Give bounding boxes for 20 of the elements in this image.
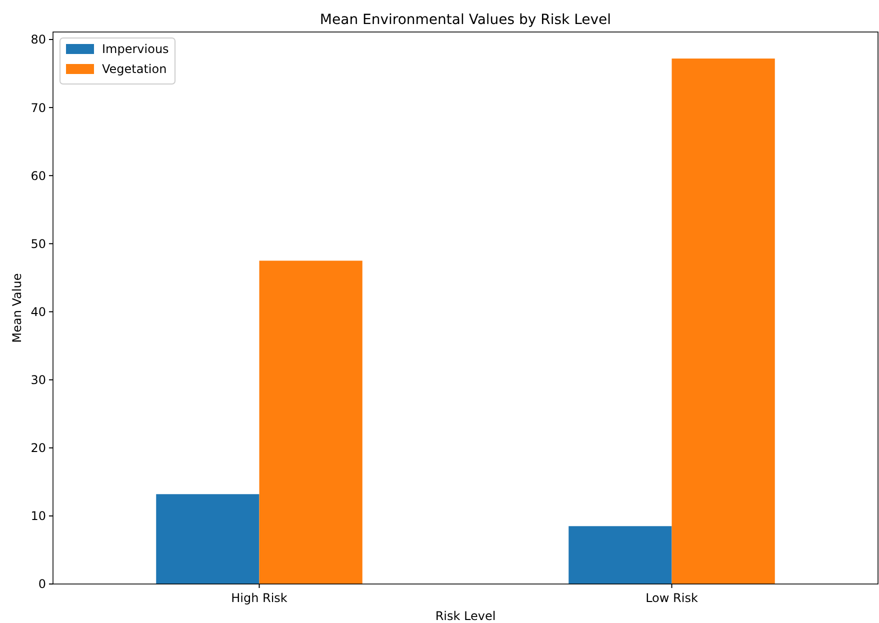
y-tick-label: 50 — [30, 236, 46, 251]
legend-label: Impervious — [102, 42, 169, 56]
bar — [672, 58, 775, 584]
y-tick-label: 80 — [30, 32, 46, 47]
x-tick-label: Low Risk — [646, 591, 698, 605]
bar — [259, 260, 362, 584]
x-tick-label: High Risk — [231, 591, 288, 605]
y-tick-label: 20 — [30, 441, 46, 456]
chart-title: Mean Environmental Values by Risk Level — [320, 12, 612, 28]
y-axis-title: Mean Value — [10, 273, 24, 343]
y-tick-label: 60 — [30, 168, 46, 183]
y-tick-label: 40 — [30, 304, 46, 319]
bar — [568, 526, 672, 584]
x-axis-title: Risk Level — [435, 609, 496, 623]
legend-label: Vegetation — [102, 62, 167, 76]
y-tick-label: 10 — [30, 509, 46, 524]
y-tick-label: 0 — [38, 577, 46, 592]
bar — [156, 494, 260, 584]
y-tick-label: 30 — [30, 373, 46, 388]
y-tick-label: 70 — [30, 100, 46, 115]
